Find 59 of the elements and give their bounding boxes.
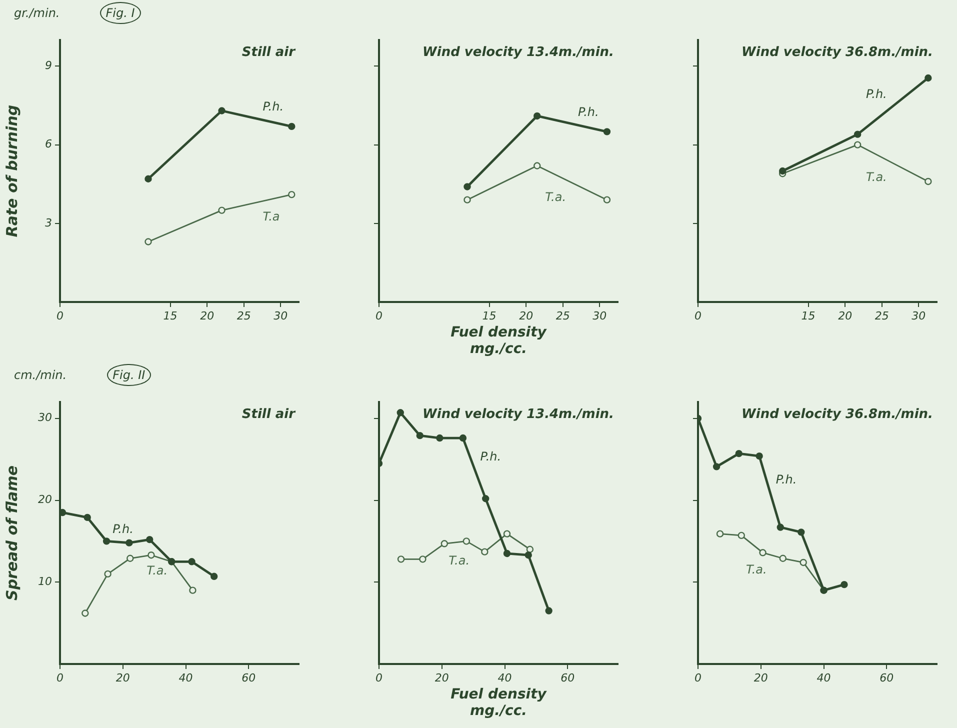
series-label: T.a.	[448, 554, 470, 568]
x-tick-label: 25	[556, 309, 570, 322]
series-label: P.h.	[262, 100, 284, 114]
series-label: P.h.	[776, 472, 797, 487]
x-tick-label: 40	[498, 671, 512, 684]
x-tick-label: 0	[376, 671, 382, 684]
y-tick-label: 3	[45, 216, 52, 230]
chart-title: Wind velocity 13.4m./min.	[422, 406, 614, 422]
x-tick-label: 0	[694, 671, 702, 684]
chart-title: Wind velocity 36.8m./min.	[742, 406, 933, 422]
text: gr./min.	[14, 6, 60, 20]
text: cm./min.	[14, 368, 67, 382]
x-tick-label: 20	[838, 309, 852, 322]
y-tick-label: 6	[45, 138, 52, 151]
chart-title: Still air	[242, 406, 297, 422]
series-label: T.a	[262, 209, 280, 224]
x-tick-label: 0	[376, 309, 382, 322]
x-tick-label: 20	[519, 309, 534, 322]
x-tick-label: 40	[178, 671, 193, 684]
text: Fig. II	[106, 364, 152, 386]
chart-title: Wind velocity 13.4m./min.	[422, 44, 614, 60]
y-axis-title: Rate of burning	[2, 104, 21, 238]
x-axis-title: Fuel density mg./cc.	[450, 324, 548, 358]
y-axis-title: Spread of flame	[2, 466, 21, 600]
series-label: T.a.	[545, 190, 566, 204]
y-tick-label: 20	[38, 493, 52, 506]
x-tick-label: 0	[56, 671, 64, 684]
x-tick-label: 20	[116, 671, 130, 684]
x-tick-label: 15	[801, 309, 816, 322]
x-tick-label: 30	[592, 309, 607, 322]
series-label: P.h.	[578, 104, 599, 119]
x-tick-label: 25	[874, 309, 889, 322]
series-label: T.a.	[866, 170, 887, 184]
x-tick-label: 60	[880, 671, 894, 684]
series-label: T.a.	[746, 562, 767, 577]
x-tick-label: 0	[56, 309, 64, 322]
y-tick-label: 10	[38, 574, 52, 588]
x-tick-label: 30	[912, 309, 926, 322]
series-label: T.a.	[146, 564, 168, 578]
y-tick-label: 30	[38, 411, 52, 424]
text: Fig. I	[100, 2, 141, 24]
x-tick-label: 30	[274, 309, 288, 322]
series-label: P.h.	[866, 87, 887, 102]
x-tick-label: 15	[163, 309, 178, 322]
chart-title: Wind velocity 36.8m./min.	[742, 44, 933, 60]
x-axis-title: Fuel density mg./cc.	[450, 686, 548, 720]
x-tick-label: 60	[560, 671, 575, 684]
x-tick-label: 20	[434, 671, 449, 684]
x-tick-label: 15	[482, 309, 496, 322]
y-tick-label: 9	[45, 59, 52, 72]
x-tick-label: 20	[754, 671, 768, 684]
series-label: P.h.	[480, 449, 502, 464]
x-tick-label: 20	[200, 309, 214, 322]
chart-title: Still air	[242, 44, 297, 60]
x-tick-label: 60	[242, 671, 256, 684]
x-tick-label: 40	[816, 671, 831, 684]
x-tick-label: 25	[236, 309, 251, 322]
series-label: P.h.	[112, 522, 134, 536]
x-tick-label: 0	[694, 309, 702, 322]
